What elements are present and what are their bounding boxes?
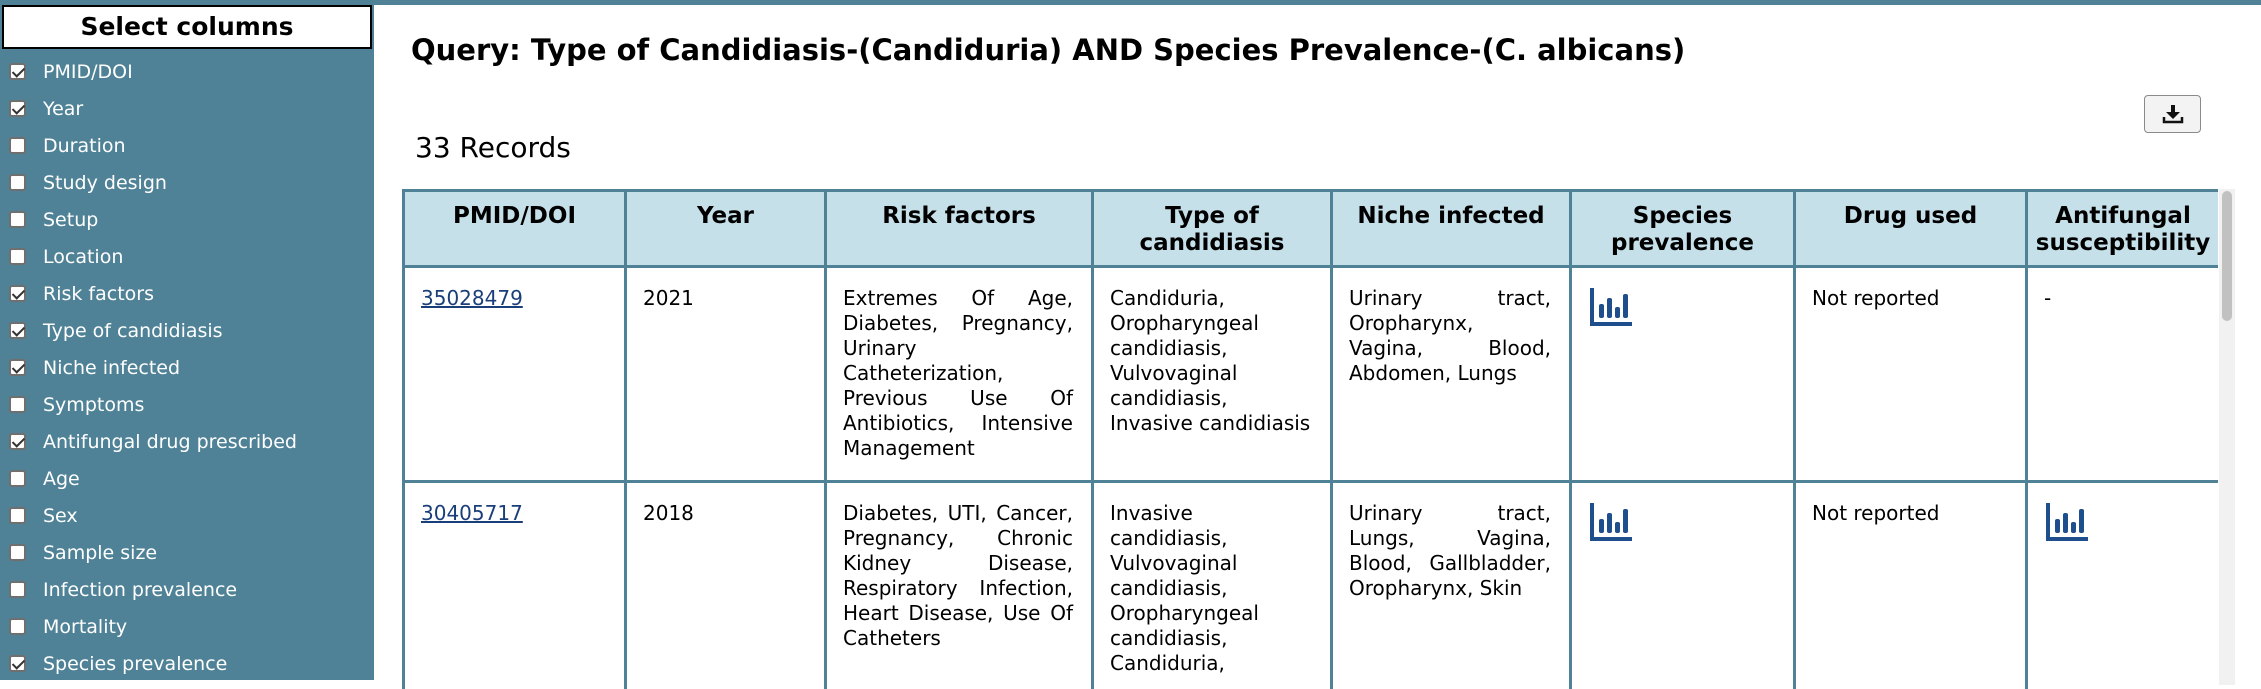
column-option-sample-size[interactable]: Sample size (0, 535, 374, 572)
checkbox[interactable] (9, 63, 26, 80)
cell-risk-factors: Diabetes, UTI, Cancer, Pregnancy, Chroni… (826, 482, 1093, 689)
column-option-type-of-candidiasis[interactable]: Type of candidiasis (0, 313, 374, 350)
column-option-mortality[interactable]: Mortality (0, 609, 374, 646)
column-label: Risk factors (43, 282, 154, 306)
checkbox[interactable] (9, 211, 26, 228)
cell-antifungal-susceptibility (2027, 482, 2219, 689)
checkbox[interactable] (9, 618, 26, 635)
column-option-age[interactable]: Age (0, 461, 374, 498)
cell-pmid: 35028479 (404, 267, 626, 482)
checkbox[interactable] (9, 359, 26, 376)
cell-drug-used: Not reported (1795, 482, 2027, 689)
column-option-risk-factors[interactable]: Risk factors (0, 276, 374, 313)
column-option-species-prevalence[interactable]: Species prevalence (0, 646, 374, 680)
cell-year: 2021 (626, 267, 826, 482)
column-label: PMID/DOI (43, 60, 133, 84)
bar-chart-icon[interactable] (1588, 286, 1634, 328)
checkbox[interactable] (9, 655, 26, 672)
cell-type-of-candidiasis: Candiduria, Oropharyngeal candidiasis, V… (1093, 267, 1332, 482)
column-label: Year (43, 97, 83, 121)
cell-drug-used: Not reported (1795, 267, 2027, 482)
pmid-link[interactable]: 30405717 (421, 501, 523, 525)
checkbox[interactable] (9, 285, 26, 302)
column-label: Type of candidiasis (43, 319, 223, 343)
checkbox[interactable] (9, 581, 26, 598)
table-row: 30405717 2018 Diabetes, UTI, Cancer, Pre… (404, 482, 2219, 689)
column-option-symptoms[interactable]: Symptoms (0, 387, 374, 424)
column-label: Sample size (43, 541, 157, 565)
column-option-niche-infected[interactable]: Niche infected (0, 350, 374, 387)
column-label: Species prevalence (43, 652, 227, 676)
column-label: Setup (43, 208, 98, 232)
checkbox[interactable] (9, 507, 26, 524)
checkbox[interactable] (9, 248, 26, 265)
column-option-year[interactable]: Year (0, 91, 374, 128)
checkbox[interactable] (9, 100, 26, 117)
column-option-setup[interactable]: Setup (0, 202, 374, 239)
header-drug-used[interactable]: Drug used (1795, 191, 2027, 267)
column-label: Age (43, 467, 80, 491)
bar-chart-icon[interactable] (2044, 501, 2090, 543)
cell-niche-infected: Urinary tract, Oropharynx, Vagina, Blood… (1332, 267, 1571, 482)
header-year[interactable]: Year (626, 191, 826, 267)
column-label: Duration (43, 134, 126, 158)
column-option-pmid[interactable]: PMID/DOI (0, 54, 374, 91)
column-option-infection-prevalence[interactable]: Infection prevalence (0, 572, 374, 609)
cell-year: 2018 (626, 482, 826, 689)
download-icon (2162, 104, 2184, 124)
column-label: Sex (43, 504, 78, 528)
cell-risk-factors: Extremes Of Age, Diabetes, Pregnancy, Ur… (826, 267, 1093, 482)
column-option-sex[interactable]: Sex (0, 498, 374, 535)
checkbox[interactable] (9, 470, 26, 487)
query-title: Query: Type of Candidiasis-(Candiduria) … (411, 33, 1685, 67)
cell-type-of-candidiasis: Invasive candidiasis, Vulvovaginal candi… (1093, 482, 1332, 689)
column-label: Symptoms (43, 393, 144, 417)
sidebar-title: Select columns (2, 5, 372, 49)
header-antifungal-susceptibility[interactable]: Antifungal susceptibility (2027, 191, 2219, 267)
main-content: Query: Type of Candidiasis-(Candiduria) … (374, 5, 2261, 680)
column-label: Study design (43, 171, 167, 195)
column-option-location[interactable]: Location (0, 239, 374, 276)
results-table: PMID/DOI Year Risk factors Type of candi… (402, 189, 2218, 689)
bar-chart-icon[interactable] (1588, 501, 1634, 543)
header-species-prevalence[interactable]: Species prevalence (1571, 191, 1795, 267)
header-risk-factors[interactable]: Risk factors (826, 191, 1093, 267)
table-header-row: PMID/DOI Year Risk factors Type of candi… (404, 191, 2219, 267)
column-option-antifungal-drug[interactable]: Antifungal drug prescribed (0, 424, 374, 461)
cell-species-prevalence (1571, 482, 1795, 689)
column-option-study-design[interactable]: Study design (0, 165, 374, 202)
checkbox[interactable] (9, 396, 26, 413)
records-count: 33 Records (415, 131, 571, 164)
cell-pmid: 30405717 (404, 482, 626, 689)
column-selector-sidebar: Select columns PMID/DOI Year Duration St… (0, 0, 374, 680)
column-label: Mortality (43, 615, 127, 639)
checkbox[interactable] (9, 544, 26, 561)
column-list: PMID/DOI Year Duration Study design Setu… (0, 54, 374, 680)
checkbox[interactable] (9, 137, 26, 154)
table-scrollbar[interactable] (2219, 189, 2235, 685)
scrollbar-thumb[interactable] (2222, 191, 2232, 321)
column-label: Infection prevalence (43, 578, 237, 602)
cell-niche-infected: Urinary tract, Lungs, Vagina, Blood, Gal… (1332, 482, 1571, 689)
header-niche-infected[interactable]: Niche infected (1332, 191, 1571, 267)
column-option-duration[interactable]: Duration (0, 128, 374, 165)
header-pmid[interactable]: PMID/DOI (404, 191, 626, 267)
pmid-link[interactable]: 35028479 (421, 286, 523, 310)
results-table-container: PMID/DOI Year Risk factors Type of candi… (402, 189, 2218, 689)
table-row: 35028479 2021 Extremes Of Age, Diabetes,… (404, 267, 2219, 482)
cell-antifungal-susceptibility: - (2027, 267, 2219, 482)
column-label: Niche infected (43, 356, 180, 380)
column-label: Location (43, 245, 123, 269)
checkbox[interactable] (9, 322, 26, 339)
checkbox[interactable] (9, 433, 26, 450)
column-label: Antifungal drug prescribed (43, 430, 297, 454)
download-button[interactable] (2144, 95, 2201, 133)
checkbox[interactable] (9, 174, 26, 191)
header-type-of-candidiasis[interactable]: Type of candidiasis (1093, 191, 1332, 267)
cell-species-prevalence (1571, 267, 1795, 482)
